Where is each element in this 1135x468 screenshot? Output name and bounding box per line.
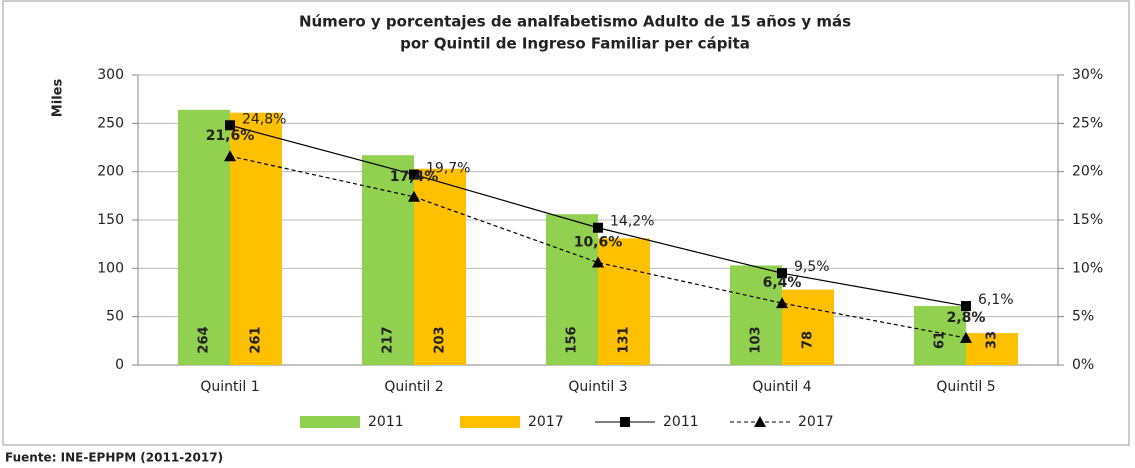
- legend-swatch: [460, 416, 520, 428]
- bar: [914, 306, 966, 365]
- y2-tick-label: 0%: [1072, 357, 1094, 373]
- bar-value-label: 78: [801, 331, 816, 349]
- bar-value-label: 264: [197, 326, 212, 353]
- y2-tick-label: 20%: [1072, 164, 1103, 180]
- y-tick-label: 0: [115, 357, 124, 373]
- line-value-label: 24,8%: [242, 111, 286, 127]
- y2-tick-label: 30%: [1072, 67, 1103, 83]
- y2-tick-label: 5%: [1072, 309, 1094, 325]
- line-value-label: 14,2%: [610, 214, 654, 230]
- legend-marker: [754, 416, 766, 427]
- bar: [966, 333, 1018, 365]
- marker: [408, 190, 420, 202]
- bar-value-label: 156: [565, 326, 580, 353]
- marker: [593, 222, 603, 233]
- bar-value-label: 131: [617, 326, 632, 353]
- line-value-label: 6,4%: [763, 275, 802, 291]
- bar: [362, 155, 414, 365]
- y-tick-label: 100: [97, 260, 124, 276]
- legend-label: 2017: [528, 414, 564, 430]
- legend-label: 2017: [798, 414, 834, 430]
- y-tick-label: 150: [97, 212, 124, 228]
- y-axis-label: Miles: [51, 79, 66, 118]
- bar-value-label: 217: [381, 326, 396, 353]
- line-value-label: 17,4%: [390, 169, 439, 185]
- marker: [776, 297, 788, 309]
- marker: [224, 150, 236, 162]
- chart-title: Número y porcentajes de analfabetismo Ad…: [299, 13, 851, 31]
- chart-border: [2, 0, 1130, 446]
- y2-tick-label: 10%: [1072, 260, 1103, 276]
- bar-value-label: 261: [249, 326, 264, 353]
- y-tick-label: 200: [97, 164, 124, 180]
- bar-value-label: 61: [933, 331, 948, 349]
- marker: [409, 169, 419, 180]
- chart-title: por Quintil de Ingreso Familiar per cápi…: [400, 35, 750, 53]
- bar: [178, 109, 230, 365]
- y-tick-label: 250: [97, 115, 124, 131]
- line-value-label: 21,6%: [206, 128, 255, 144]
- x-tick-label: Quintil 5: [936, 379, 995, 395]
- legend-label: 2011: [368, 414, 404, 430]
- bar-value-label: 103: [749, 326, 764, 353]
- marker: [960, 331, 972, 343]
- bar-value-label: 203: [433, 326, 448, 353]
- marker: [592, 256, 604, 268]
- y-tick-label: 50: [106, 309, 124, 325]
- bar: [546, 214, 598, 365]
- legend-swatch: [300, 416, 360, 428]
- bar-value-label: 33: [985, 331, 1000, 349]
- line-value-label: 2,8%: [947, 310, 986, 326]
- bar: [782, 289, 834, 365]
- bar: [230, 112, 282, 365]
- source: Fuente: INE-EPHPM (2011-2017): [5, 451, 223, 465]
- bar: [414, 168, 466, 365]
- legend-label: 2011: [663, 414, 699, 430]
- x-tick-label: Quintil 4: [752, 379, 811, 395]
- bar: [730, 265, 782, 365]
- line-value-label: 6,1%: [978, 292, 1014, 308]
- x-tick-label: Quintil 2: [384, 379, 443, 395]
- legend-marker: [620, 417, 630, 427]
- line-value-label: 19,7%: [426, 161, 470, 177]
- bar: [598, 238, 650, 365]
- y-tick-label: 300: [97, 67, 124, 83]
- y2-tick-label: 25%: [1072, 115, 1103, 131]
- x-tick-label: Quintil 1: [200, 379, 259, 395]
- x-tick-label: Quintil 3: [568, 379, 627, 395]
- marker: [777, 268, 787, 279]
- y2-tick-label: 15%: [1072, 212, 1103, 228]
- marker: [225, 120, 235, 131]
- marker: [961, 301, 971, 312]
- line-value-label: 9,5%: [794, 259, 830, 275]
- line-value-label: 10,6%: [574, 235, 623, 251]
